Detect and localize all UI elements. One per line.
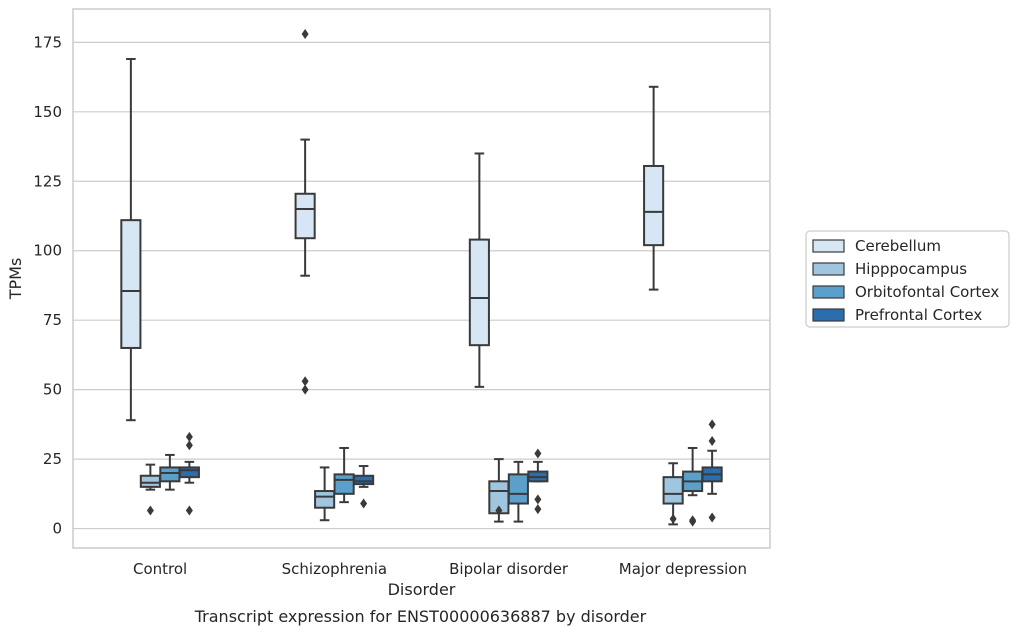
box-2-0 [468, 152, 490, 388]
box-iqr [353, 474, 375, 486]
box-iqr [468, 238, 490, 347]
y-tick-label: 25 [43, 450, 62, 468]
box-1-2 [333, 446, 355, 504]
x-tick-label: Bipolar disorder [449, 560, 569, 578]
y-axis-title: TPMs [6, 258, 25, 301]
box-iqr [662, 476, 684, 505]
x-tick-label: Major depression [619, 560, 747, 578]
legend-swatch [812, 262, 845, 276]
outlier-point [146, 505, 154, 516]
box-3-3 [701, 419, 723, 523]
y-tick-labels: 0 25 50 75 100 125 150 175 [33, 33, 62, 537]
box-iqr [159, 466, 181, 483]
legend-swatch [812, 308, 845, 322]
outlier-point [708, 512, 716, 523]
x-tick-labels: Control Schizophrenia Bipolar disorder Majo… [133, 560, 747, 578]
box-0-0 [120, 58, 142, 422]
box-3-2 [682, 446, 704, 527]
legend-label: Hipppocampus [855, 260, 967, 278]
outlier-point [534, 448, 542, 459]
box-3-0 [643, 85, 665, 291]
box-3-1 [662, 462, 684, 526]
y-tick-label: 0 [52, 520, 62, 538]
outlier-point [689, 515, 697, 526]
x-tick-label: Schizophrenia [282, 560, 387, 578]
outlier-point [495, 505, 503, 516]
legend-swatch [812, 285, 845, 299]
box-iqr [643, 164, 665, 247]
box-0-2 [159, 453, 181, 491]
box-2-1 [488, 458, 510, 523]
outlier-point [669, 513, 677, 524]
box-iqr [333, 473, 355, 495]
outlier-point [301, 384, 309, 395]
outlier-point [301, 376, 309, 387]
legend: Cerebellum Hipppocampus Orbitofontal Corte… [805, 230, 1010, 328]
outlier-point [301, 29, 309, 40]
box-0-1 [139, 463, 161, 516]
box-iqr [294, 192, 316, 240]
box-iqr [120, 219, 142, 349]
grid-lines [73, 41, 770, 530]
y-tick-label: 100 [33, 242, 62, 260]
box-1-0 [294, 29, 316, 395]
outlier-point [185, 505, 193, 516]
box-iqr [314, 490, 336, 509]
box-1-3 [353, 465, 375, 509]
y-tick-label: 125 [33, 172, 62, 190]
legend-swatch [812, 239, 845, 253]
legend-label: Cerebellum [855, 237, 941, 255]
box-0-3 [178, 431, 200, 516]
box-iqr [507, 473, 529, 505]
box-groups [120, 29, 723, 527]
y-tick-label: 50 [43, 381, 62, 399]
outlier-point [185, 440, 193, 451]
legend-label: Prefrontal Cortex [855, 306, 982, 324]
outlier-point [708, 419, 716, 430]
box-iqr [178, 466, 200, 479]
legend-label: Orbitofontal Cortex [855, 283, 999, 301]
outlier-point [708, 436, 716, 447]
x-tick-label: Control [133, 560, 187, 578]
y-tick-label: 150 [33, 103, 62, 121]
outlier-point [534, 494, 542, 505]
box-1-1 [314, 466, 336, 522]
box-2-2 [507, 460, 529, 523]
y-tick-label: 175 [33, 33, 62, 51]
outlier-point [360, 498, 368, 509]
figure-caption: Transcript expression for ENST0000063688… [194, 607, 647, 626]
outlier-point [534, 504, 542, 515]
outlier-point [185, 431, 193, 442]
box-iqr [139, 474, 161, 488]
y-tick-label: 75 [43, 311, 62, 329]
plot-frame [72, 8, 771, 549]
legend-frame [805, 230, 1010, 328]
box-2-3 [527, 448, 549, 515]
x-axis-title: Disorder [388, 580, 456, 599]
